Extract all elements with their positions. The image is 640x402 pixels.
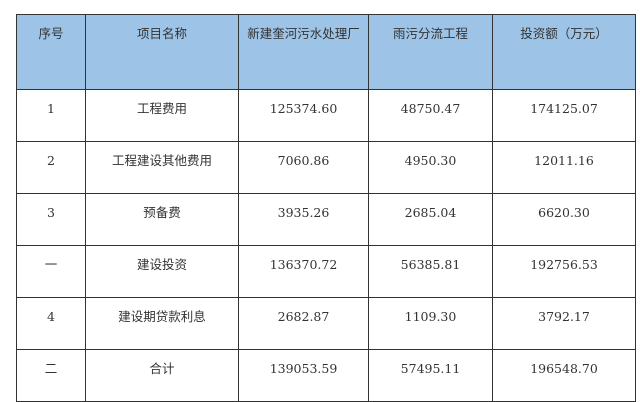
- table-cell: 一: [16, 245, 86, 298]
- table-cell: 139053.59: [238, 349, 369, 402]
- investment-table: 序号 项目名称 新建奎河污水处理厂 雨污分流工程 投资额（万元） 1 工程费用 12…: [16, 14, 636, 402]
- table-cell: 合计: [85, 349, 239, 402]
- table-cell: 192756.53: [492, 245, 636, 298]
- table-cell: 二: [16, 349, 86, 402]
- table-cell: 56385.81: [368, 245, 493, 298]
- table-cell: 建设期贷款利息: [85, 297, 239, 350]
- table-cell: 3792.17: [492, 297, 636, 350]
- table-cell: 3935.26: [238, 193, 369, 246]
- table-row: 2 工程建设其他费用 7060.86 4950.30 12011.16: [16, 141, 636, 194]
- table-cell: 174125.07: [492, 89, 636, 142]
- table-cell: 48750.47: [368, 89, 493, 142]
- table-cell: 预备费: [85, 193, 239, 246]
- header-cell: 投资额（万元）: [492, 14, 636, 90]
- table-cell: 4: [16, 297, 86, 350]
- table-row: 一建设投资 136370.72 56385.81 192756.53: [16, 245, 636, 298]
- header-cell: 雨污分流工程: [368, 14, 493, 90]
- table-cell: 7060.86: [238, 141, 369, 194]
- table-cell: 1: [16, 89, 86, 142]
- table-cell: 工程费用: [85, 89, 239, 142]
- header-cell: 新建奎河污水处理厂: [238, 14, 369, 90]
- table-cell: 工程建设其他费用: [85, 141, 239, 194]
- header-row: 序号 项目名称 新建奎河污水处理厂 雨污分流工程 投资额（万元）: [16, 14, 636, 90]
- table-cell: 2685.04: [368, 193, 493, 246]
- table-cell: 4950.30: [368, 141, 493, 194]
- table-cell: 125374.60: [238, 89, 369, 142]
- table-row: 4 建设期贷款利息 2682.87 1109.30 3792.17: [16, 297, 636, 350]
- header-cell: 序号: [16, 14, 86, 90]
- table-row: 1 工程费用 125374.60 48750.47 174125.07: [16, 89, 636, 142]
- table-cell: 196548.70: [492, 349, 636, 402]
- table-row: 二合计 139053.59 57495.11 196548.70: [16, 349, 636, 402]
- table-cell: 建设投资: [85, 245, 239, 298]
- table-cell: 6620.30: [492, 193, 636, 246]
- table-cell: 136370.72: [238, 245, 369, 298]
- table-cell: 3: [16, 193, 86, 246]
- table-cell: 12011.16: [492, 141, 636, 194]
- table-cell: 1109.30: [368, 297, 493, 350]
- table-row: 3 预备费 3935.26 2685.04 6620.30: [16, 193, 636, 246]
- header-cell: 项目名称: [85, 14, 239, 90]
- table-cell: 2: [16, 141, 86, 194]
- table-cell: 57495.11: [368, 349, 493, 402]
- table-cell: 2682.87: [238, 297, 369, 350]
